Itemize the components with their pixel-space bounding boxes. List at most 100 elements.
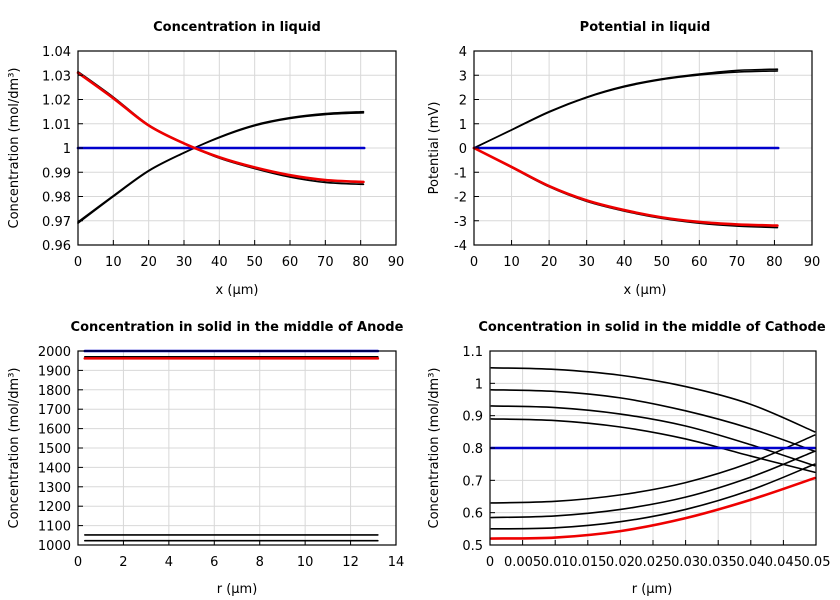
y-tick-label: 1600 bbox=[38, 423, 71, 438]
x-tick-label: 0.015 bbox=[569, 555, 606, 570]
y-tick-label: 1500 bbox=[38, 442, 71, 457]
x-tick-label: 10 bbox=[297, 555, 314, 570]
series-line-black-rising-2 bbox=[473, 70, 779, 149]
series-line-black-1 bbox=[490, 367, 816, 433]
x-tick-label: 0.04 bbox=[736, 555, 765, 570]
series-line-black-falling-2 bbox=[77, 72, 365, 184]
y-tick-label: 1 bbox=[459, 118, 467, 133]
panel-potential-in-liquid: Potential in liquid x (µm) Potential (mV… bbox=[427, 20, 820, 298]
y-tick-label: 1200 bbox=[38, 500, 71, 515]
series-line-black-7 bbox=[490, 463, 816, 530]
y-tick-label: -1 bbox=[454, 166, 467, 181]
x-tick-label: 0.01 bbox=[541, 555, 570, 570]
series-line-final bbox=[472, 146, 779, 227]
y-tick-label: 2 bbox=[459, 94, 467, 109]
y-tick-label: 1900 bbox=[38, 364, 71, 379]
series-line-black-falling-1 bbox=[77, 70, 365, 186]
y-axis-label: Concentration (mol/dm³) bbox=[427, 368, 442, 529]
y-tick-label: 1 bbox=[475, 377, 483, 392]
series-line-black-4 bbox=[490, 418, 816, 474]
x-tick-label: 40 bbox=[211, 255, 228, 270]
series-line-black-rising-1 bbox=[473, 68, 779, 149]
x-tick-label: 0 bbox=[486, 555, 494, 570]
x-tick-label: 50 bbox=[654, 255, 671, 270]
x-tick-label: 4 bbox=[165, 555, 173, 570]
x-axis-label: r (µm) bbox=[632, 582, 673, 597]
x-axis-label: x (µm) bbox=[624, 283, 667, 298]
x-tick-label: 30 bbox=[176, 255, 193, 270]
y-tick-label: -3 bbox=[454, 215, 467, 230]
x-tick-label: 90 bbox=[388, 255, 405, 270]
x-tick-label: 0.03 bbox=[671, 555, 700, 570]
y-tick-label: 0.9 bbox=[462, 410, 483, 425]
x-tick-label: 0.02 bbox=[606, 555, 635, 570]
panel-title: Concentration in solid in the middle of … bbox=[478, 320, 826, 335]
y-tick-label: 1.1 bbox=[462, 345, 483, 360]
x-tick-label: 10 bbox=[503, 255, 520, 270]
series-line-black-6 bbox=[490, 450, 816, 519]
y-tick-label: 4 bbox=[459, 45, 467, 60]
x-tick-label: 0 bbox=[74, 255, 82, 270]
y-tick-label: 3 bbox=[459, 69, 467, 84]
y-tick-label: 1400 bbox=[38, 461, 71, 476]
y-tick-label: 0.96 bbox=[42, 239, 71, 254]
y-tick-label: 0 bbox=[459, 142, 467, 157]
x-tick-label: 0 bbox=[470, 255, 478, 270]
panel-title: Concentration in solid in the middle of … bbox=[71, 320, 404, 335]
x-tick-label: 0.005 bbox=[504, 555, 541, 570]
y-tick-label: -4 bbox=[454, 239, 467, 254]
y-axis-label: Concentration (mol/dm³) bbox=[7, 368, 22, 529]
gridlines bbox=[77, 350, 397, 546]
x-tick-label: 80 bbox=[766, 255, 783, 270]
x-tick-label: 0.025 bbox=[634, 555, 671, 570]
y-tick-label: 1.03 bbox=[42, 69, 71, 84]
panel-title: Potential in liquid bbox=[580, 20, 711, 35]
series-line-black-rising-2 bbox=[77, 112, 365, 223]
y-tick-label: 1.01 bbox=[42, 118, 71, 133]
y-tick-label: 0.6 bbox=[462, 507, 483, 522]
y-tick-label: 1700 bbox=[38, 403, 71, 418]
x-tick-label: 70 bbox=[317, 255, 334, 270]
panel-concentration-in-liquid: Concentration in liquid x (µm) Concentra… bbox=[7, 20, 404, 298]
x-axis-label: x (µm) bbox=[216, 283, 259, 298]
x-tick-label: 12 bbox=[342, 555, 359, 570]
y-tick-label: 1300 bbox=[38, 481, 71, 496]
y-tick-label: 1.02 bbox=[42, 94, 71, 109]
y-tick-label: 1800 bbox=[38, 384, 71, 399]
y-tick-label: 0.8 bbox=[462, 442, 483, 457]
x-tick-label: 0.05 bbox=[802, 555, 831, 570]
y-tick-label: 0.99 bbox=[42, 166, 71, 181]
series-line-black-rising-1 bbox=[77, 110, 365, 224]
x-tick-label: 20 bbox=[140, 255, 157, 270]
x-tick-label: 0.035 bbox=[700, 555, 737, 570]
y-tick-label: 1.04 bbox=[42, 45, 71, 60]
x-tick-label: 14 bbox=[388, 555, 405, 570]
x-tick-label: 60 bbox=[691, 255, 708, 270]
x-tick-label: 60 bbox=[282, 255, 299, 270]
series-line-black-2 bbox=[490, 389, 816, 453]
x-axis-label: r (µm) bbox=[217, 582, 258, 597]
series-line-black-5 bbox=[490, 434, 816, 504]
panel-concentration-solid-anode: Concentration in solid in the middle of … bbox=[7, 320, 404, 597]
y-tick-label: 2000 bbox=[38, 345, 71, 360]
y-axis-label: Potential (mV) bbox=[427, 102, 442, 195]
x-tick-label: 50 bbox=[246, 255, 263, 270]
x-tick-label: 80 bbox=[352, 255, 369, 270]
x-tick-label: 0.045 bbox=[765, 555, 802, 570]
series-line-final bbox=[490, 476, 816, 540]
x-tick-label: 20 bbox=[541, 255, 558, 270]
y-tick-label: 0.7 bbox=[462, 474, 483, 489]
x-tick-label: 10 bbox=[105, 255, 122, 270]
x-tick-label: 2 bbox=[119, 555, 127, 570]
x-tick-label: 90 bbox=[804, 255, 821, 270]
x-tick-label: 0 bbox=[74, 555, 82, 570]
y-tick-label: 1 bbox=[63, 142, 71, 157]
series-line-black-falling-1 bbox=[473, 147, 779, 229]
y-tick-label: 0.97 bbox=[42, 215, 71, 230]
y-axis-label: Concentration (mol/dm³) bbox=[7, 68, 22, 229]
y-tick-label: 0.98 bbox=[42, 191, 71, 206]
panel-title: Concentration in liquid bbox=[153, 20, 321, 35]
y-tick-label: 0.5 bbox=[462, 539, 483, 554]
x-tick-label: 70 bbox=[729, 255, 746, 270]
